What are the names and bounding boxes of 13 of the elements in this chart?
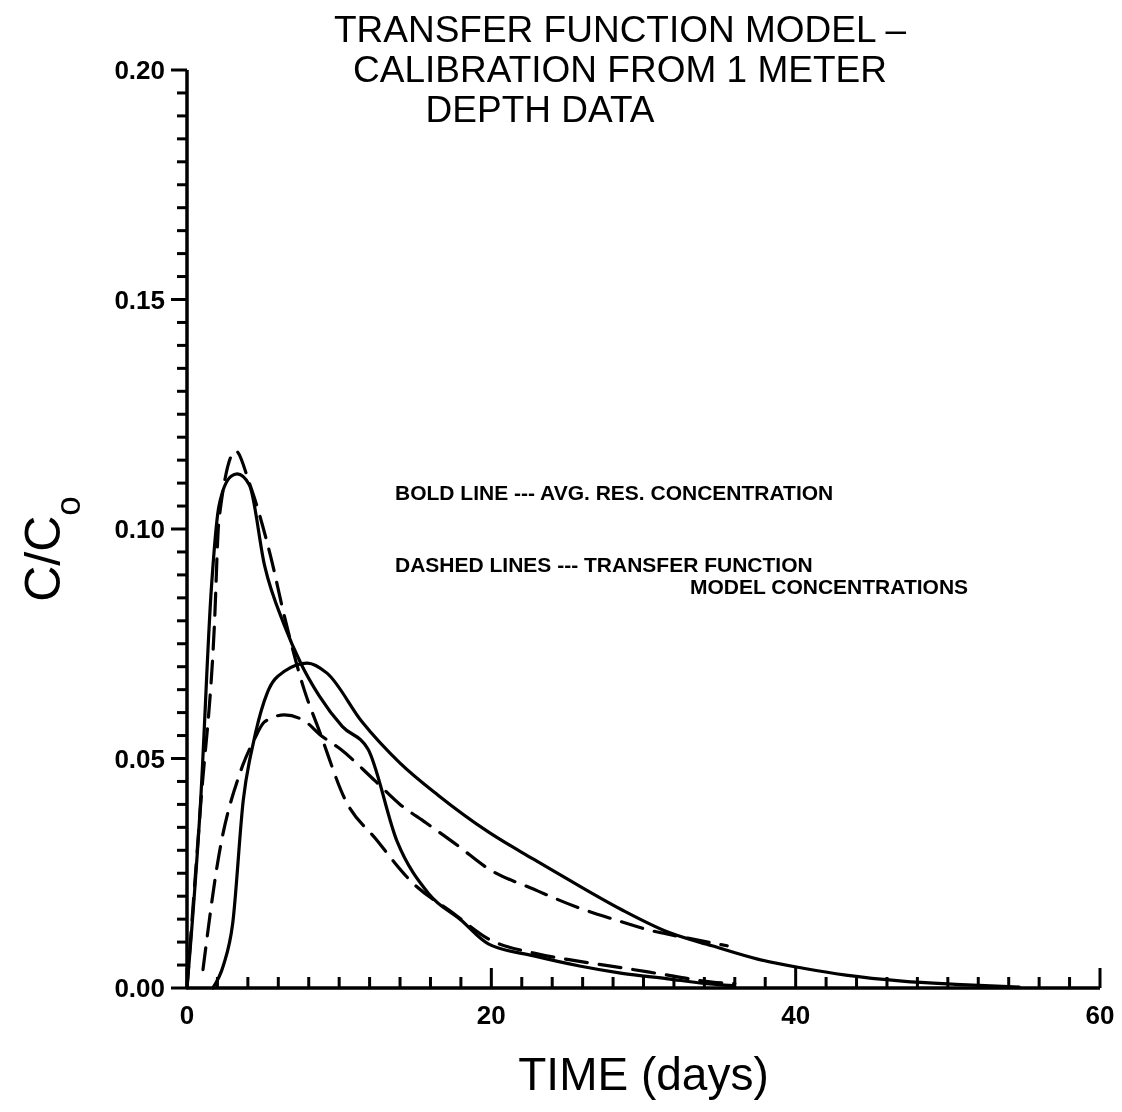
y-tick-label: 0.10 xyxy=(114,514,165,545)
y-tick-label: 0.20 xyxy=(114,55,165,86)
y-tick-label: 0.00 xyxy=(114,973,165,1004)
x-tick-label: 60 xyxy=(1085,1000,1115,1030)
chart-title: TRANSFER FUNCTION MODEL – CALIBRATION FROM 1 METER DEPTH DATA xyxy=(333,9,907,130)
x-axis-title: TIME (days) xyxy=(518,1048,769,1100)
x-tick-label: 0 xyxy=(179,1000,195,1030)
y-tick-label: 0.15 xyxy=(114,284,165,315)
annotation: BOLD LINE --- AVG. RES. CONCENTRATION xyxy=(395,481,834,504)
x-tick-label: 20 xyxy=(476,1000,506,1030)
x-tick-label: 40 xyxy=(781,1000,811,1030)
annotation: DASHED LINES --- TRANSFER FUNCTION MODEL CONCENTRATIONS xyxy=(395,553,969,598)
y-tick-label: 0.05 xyxy=(114,743,165,774)
